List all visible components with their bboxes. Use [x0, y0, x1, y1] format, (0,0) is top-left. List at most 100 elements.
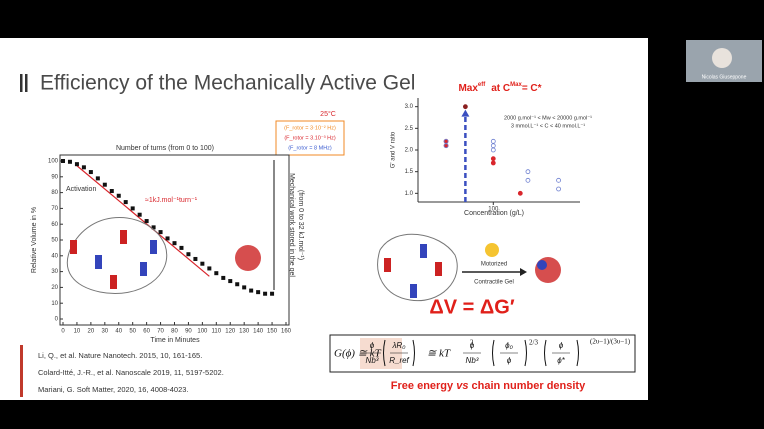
formula-exponent: 2	[470, 339, 474, 347]
gel-drawing	[377, 233, 561, 302]
data-point	[193, 256, 198, 261]
polymer	[377, 233, 458, 302]
caption-part: chain number density	[468, 380, 586, 392]
participant-face	[712, 48, 732, 68]
y-tick-label: 1.5	[405, 169, 414, 175]
annotation: Activation	[66, 186, 96, 193]
legend-box	[275, 120, 345, 156]
legend-entry: (F_rotor = 3·10⁻² Hz)	[284, 125, 336, 131]
motor	[95, 255, 102, 269]
motor	[410, 284, 417, 298]
title-part: = C*	[522, 83, 542, 94]
title-part: at C	[491, 83, 510, 94]
x-axis-label: Time in Minutes	[150, 337, 200, 344]
x-tick-label: 10	[74, 329, 81, 335]
x-tick-label: 120	[225, 329, 236, 335]
y-tick-label: 50	[51, 238, 58, 244]
data-point	[249, 288, 254, 293]
x-tick-label: 0	[61, 329, 65, 335]
formula-exponent: (2υ−1)/(3υ−1)	[590, 338, 631, 346]
data-point	[130, 206, 135, 211]
data-point	[151, 225, 156, 230]
arrow-head	[520, 268, 527, 276]
motor	[120, 230, 127, 244]
y-tick-label: 70	[51, 206, 58, 212]
data-point	[556, 186, 561, 192]
x-tick-label: 50	[129, 329, 136, 335]
formula-den: ϕ*	[557, 356, 565, 365]
data-point	[556, 177, 561, 183]
data-point	[179, 245, 184, 250]
scheme-label: Motorized	[481, 262, 507, 268]
formula-den: Nb³	[366, 356, 379, 365]
formula-num: ϕ	[470, 341, 475, 350]
formula-num: ϕ	[370, 341, 375, 350]
fit-line	[76, 165, 210, 277]
caption: Free energy vs chain number density	[391, 380, 586, 392]
title-bar	[20, 74, 23, 92]
y-tick-label: 2.5	[405, 126, 414, 132]
formula-num: ϕ	[559, 341, 564, 350]
data-point	[242, 285, 247, 290]
data-point	[525, 169, 531, 175]
y-tick-label: 100	[48, 159, 59, 165]
data-point	[443, 143, 449, 149]
data-point	[137, 212, 142, 217]
data-point	[165, 236, 170, 241]
top-axis-label: Number of turns (from 0 to 100)	[116, 145, 214, 152]
title-bar	[25, 74, 28, 92]
reference: Mariani, G. Soft Matter, 2020, 16, 4008-…	[38, 385, 189, 394]
x-tick-label: 90	[185, 329, 192, 335]
contracted-gel	[235, 245, 261, 271]
data-point	[462, 104, 468, 110]
data-point	[207, 266, 212, 271]
data-point	[102, 182, 107, 187]
right-axis-label: (from 0 to 32 kJ.mol⁻¹)	[297, 190, 304, 260]
formula: G(ϕ) ≅ kT ≅ kT 2 2/3 (2υ−1)/(3υ−1)	[334, 338, 631, 360]
data-point	[186, 252, 191, 257]
x-tick-label: 80	[171, 329, 178, 335]
motor	[150, 240, 157, 254]
annotation: ≈1kJ.mol⁻¹turn⁻¹	[145, 197, 198, 204]
y-tick-label: 40	[51, 253, 58, 259]
formula-exponent: 2/3	[529, 339, 538, 347]
y-tick-label: 80	[51, 190, 58, 196]
data-point	[67, 159, 72, 164]
x-tick-label: 40	[115, 329, 122, 335]
formula-text: ≅ kT	[427, 348, 451, 360]
title-part: Max	[510, 82, 522, 88]
data-point	[144, 219, 149, 224]
delta-equation: ΔV = ΔG′	[429, 296, 514, 318]
paren	[492, 339, 495, 367]
data-point	[490, 147, 496, 153]
data-point	[214, 271, 219, 276]
y-axis-label: Relative Volume in %	[31, 207, 38, 273]
title-part: eff	[478, 82, 486, 88]
data-point	[109, 189, 114, 194]
data-point	[263, 291, 268, 296]
gel-drawing	[66, 217, 261, 294]
y-tick-label: 20	[51, 285, 58, 291]
highlight	[360, 338, 402, 369]
formula-den: Nb³	[466, 356, 479, 365]
motor	[420, 244, 427, 258]
data-point	[517, 190, 523, 196]
paren	[544, 339, 547, 367]
data-point	[81, 165, 86, 170]
ref-bar	[20, 345, 23, 397]
y-tick-label: 0	[55, 317, 59, 323]
note: 2000 g.mol⁻¹ < Mw < 20000 g.mol⁻¹	[504, 115, 592, 121]
reference: Li, Q., et al. Nature Nanotech. 2015, 10…	[38, 351, 202, 360]
data-point	[74, 162, 79, 167]
data-point	[172, 241, 177, 246]
legend-entry: (F_rotor = 3.10⁻³ Hz)	[284, 135, 336, 141]
formula-num: ϕ₀	[505, 341, 513, 350]
x-tick-label: 60	[143, 329, 150, 335]
y-tick-label: 30	[51, 269, 58, 275]
x-tick-label: 110	[212, 329, 222, 335]
x-tick-label: 100	[197, 329, 208, 335]
y-axis-label: G' and V ratio	[391, 131, 397, 168]
contracted-gel	[535, 257, 561, 283]
data-point	[95, 176, 100, 181]
